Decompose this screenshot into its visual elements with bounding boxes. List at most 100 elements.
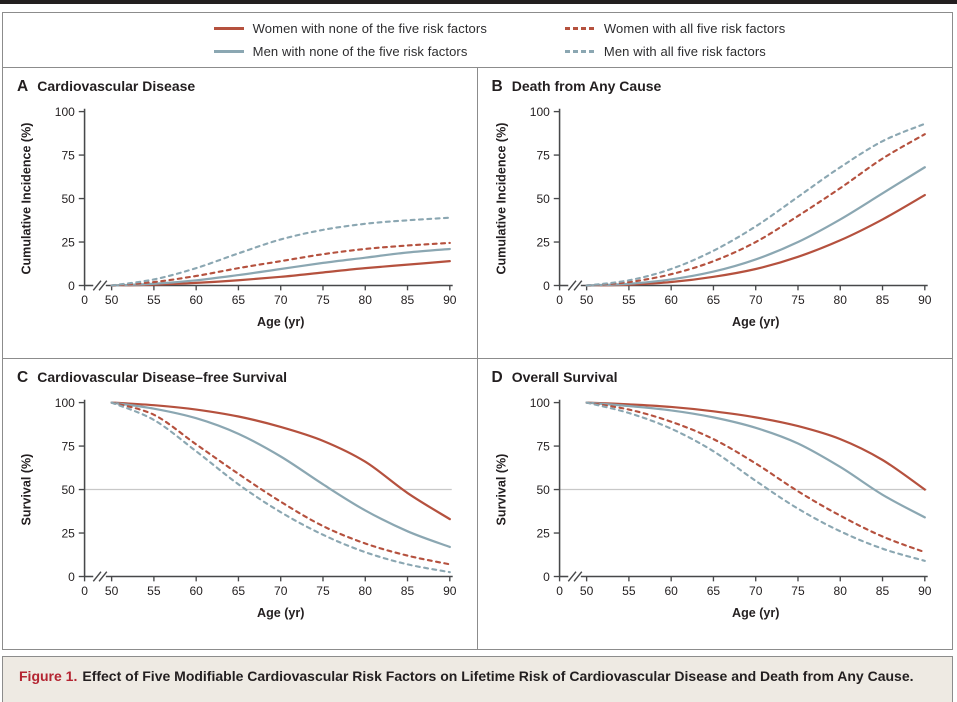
svg-text:85: 85 — [401, 293, 415, 307]
legend-grid: Women with none of the five risk factors… — [213, 21, 786, 59]
figure-caption-label: Figure 1. — [19, 668, 78, 684]
svg-text:65: 65 — [232, 293, 246, 307]
svg-text:25: 25 — [536, 526, 550, 540]
svg-text:Age (yr): Age (yr) — [257, 315, 304, 329]
svg-text:50: 50 — [61, 483, 75, 497]
svg-text:Age (yr): Age (yr) — [732, 606, 779, 620]
panel-a-title: A Cardiovascular Disease — [17, 78, 196, 95]
svg-text:50: 50 — [579, 584, 593, 598]
svg-text:85: 85 — [875, 584, 889, 598]
svg-text:25: 25 — [61, 526, 75, 540]
svg-text:70: 70 — [749, 584, 763, 598]
svg-text:70: 70 — [274, 584, 288, 598]
svg-text:25: 25 — [536, 235, 550, 249]
dashed-line-marker-women — [564, 27, 595, 30]
svg-text:75: 75 — [536, 148, 550, 162]
panel-c-letter: C — [17, 369, 29, 386]
svg-text:0: 0 — [81, 293, 88, 307]
legend-label: Men with all five risk factors — [603, 44, 766, 59]
svg-text:75: 75 — [536, 439, 550, 453]
svg-text:Age (yr): Age (yr) — [732, 315, 779, 329]
svg-text:55: 55 — [622, 584, 636, 598]
svg-text:90: 90 — [443, 584, 457, 598]
svg-text:50: 50 — [536, 483, 550, 497]
solid-line-marker-women — [213, 27, 244, 30]
svg-text:55: 55 — [147, 293, 161, 307]
svg-text:55: 55 — [622, 293, 636, 307]
svg-text:50: 50 — [61, 192, 75, 206]
svg-text:100: 100 — [529, 105, 549, 119]
legend-item-women-all: Women with all five risk factors — [564, 21, 786, 36]
panel-b-chart: 0 25 50 75 100 0 50 55 60 65 70 75 80 85 90 Age (yr) Cum… — [494, 105, 932, 329]
svg-text:50: 50 — [579, 293, 593, 307]
svg-text:80: 80 — [833, 293, 847, 307]
panel-a: A Cardiovascular Disease 0 25 50 75 100 0 50 55 6… — [3, 68, 478, 359]
svg-text:75: 75 — [61, 148, 75, 162]
panel-a-letter: A — [17, 78, 29, 95]
svg-text:75: 75 — [791, 584, 805, 598]
svg-text:90: 90 — [918, 293, 932, 307]
panel-c-chart: 0 25 50 75 100 0 50 55 60 65 70 75 80 85 90 Age (yr) Sur… — [19, 396, 457, 620]
svg-text:85: 85 — [875, 293, 889, 307]
panel-d-chart: 0 25 50 75 100 0 50 55 60 65 70 75 80 85 90 Age (yr) Sur… — [494, 396, 931, 620]
svg-text:60: 60 — [189, 293, 203, 307]
svg-text:70: 70 — [749, 293, 763, 307]
svg-text:0: 0 — [556, 293, 563, 307]
svg-text:0: 0 — [68, 570, 75, 584]
svg-text:65: 65 — [232, 584, 246, 598]
svg-text:75: 75 — [316, 584, 330, 598]
panel-a-chart: 0 25 50 75 100 0 50 55 60 65 70 75 80 85 90 Age (yr) Cum… — [19, 105, 457, 329]
svg-text:90: 90 — [443, 293, 457, 307]
panel-b-letter: B — [491, 78, 503, 95]
top-rule — [0, 0, 957, 4]
svg-text:50: 50 — [536, 192, 550, 206]
panel-d-title: D Overall Survival — [491, 369, 618, 386]
panel-c-title: C Cardiovascular Disease–free Survival — [17, 369, 288, 386]
svg-text:0: 0 — [68, 279, 75, 293]
svg-text:75: 75 — [61, 439, 75, 453]
svg-text:80: 80 — [833, 584, 847, 598]
figure-caption-text: Effect of Five Modifiable Cardiovascular… — [82, 668, 914, 684]
legend-item-men-all: Men with all five risk factors — [564, 44, 785, 59]
svg-text:75: 75 — [791, 293, 805, 307]
svg-text:100: 100 — [55, 396, 75, 410]
figure-caption: Figure 1. Effect of Five Modifiable Cardi… — [2, 656, 953, 702]
svg-text:60: 60 — [664, 293, 678, 307]
svg-text:100: 100 — [55, 105, 75, 119]
panel-d: D Overall Survival 0 25 50 75 100 0 50 55 60 65 70 7… — [478, 359, 953, 650]
panel-d-letter: D — [491, 369, 503, 386]
svg-text:65: 65 — [706, 293, 720, 307]
svg-text:50: 50 — [105, 293, 119, 307]
legend-label: Women with none of the five risk factors — [252, 21, 487, 36]
svg-text:60: 60 — [189, 584, 203, 598]
svg-text:55: 55 — [147, 584, 161, 598]
dashed-line-marker-men — [564, 50, 595, 53]
svg-text:Survival (%): Survival (%) — [19, 454, 33, 526]
svg-text:0: 0 — [556, 584, 563, 598]
svg-text:100: 100 — [529, 396, 549, 410]
svg-text:Age (yr): Age (yr) — [257, 606, 304, 620]
legend-item-men-none: Men with none of the five risk factors — [213, 44, 487, 59]
panel-c: C Cardiovascular Disease–free Survival 0 2… — [3, 359, 478, 650]
svg-text:25: 25 — [61, 235, 75, 249]
svg-text:Cumulative Incidence (%): Cumulative Incidence (%) — [494, 123, 508, 275]
panel-b-title: B Death from Any Cause — [491, 78, 662, 95]
svg-text:0: 0 — [81, 584, 88, 598]
legend-label: Women with all five risk factors — [603, 21, 786, 36]
panel-b: B Death from Any Cause 0 25 50 75 100 0 50 55 60 6… — [477, 68, 952, 359]
svg-text:65: 65 — [706, 584, 720, 598]
svg-text:80: 80 — [359, 584, 373, 598]
figure-frame: Women with none of the five risk factors… — [2, 12, 953, 650]
legend-label: Men with none of the five risk factors — [252, 44, 468, 59]
svg-text:70: 70 — [274, 293, 288, 307]
legend: Women with none of the five risk factors… — [3, 13, 952, 68]
svg-text:75: 75 — [316, 293, 330, 307]
legend-item-women-none: Women with none of the five risk factors — [213, 21, 487, 36]
svg-text:Survival (%): Survival (%) — [494, 454, 508, 526]
svg-text:80: 80 — [359, 293, 373, 307]
svg-text:0: 0 — [543, 570, 550, 584]
solid-line-marker-men — [213, 50, 244, 53]
svg-text:Cumulative Incidence (%): Cumulative Incidence (%) — [19, 123, 33, 275]
svg-text:50: 50 — [105, 584, 119, 598]
